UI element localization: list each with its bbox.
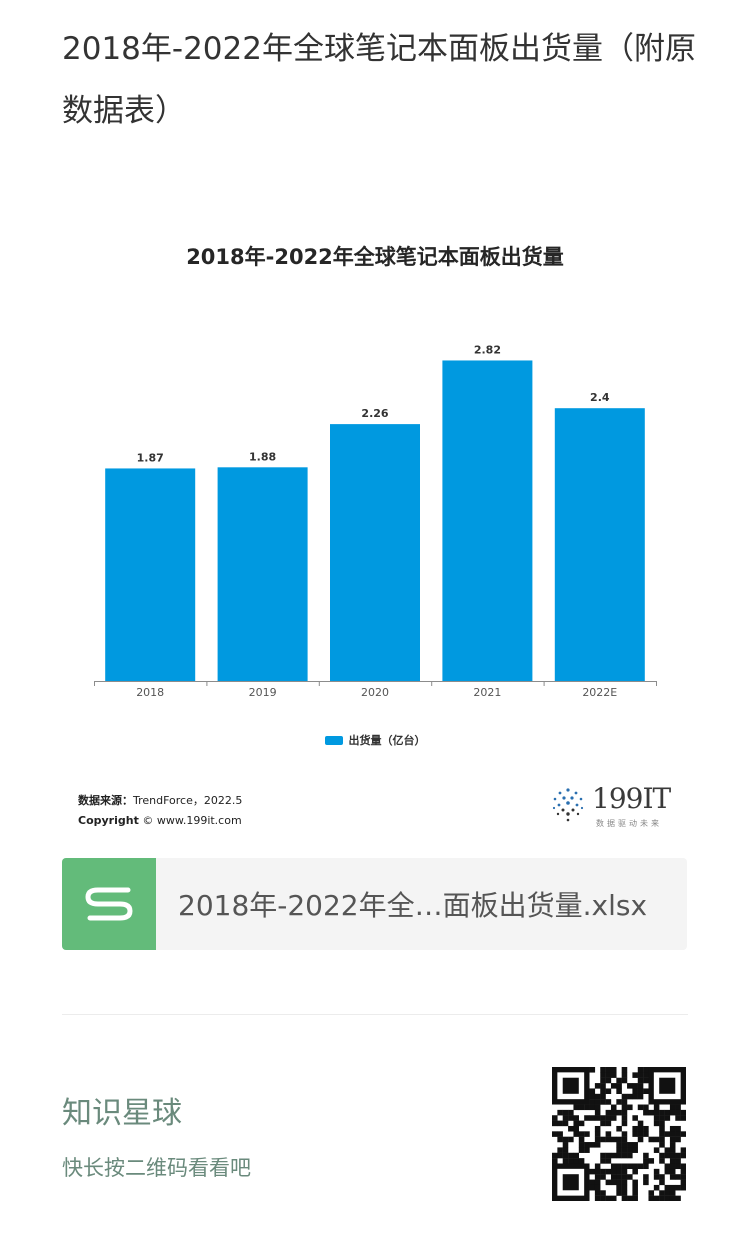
bar bbox=[554, 408, 645, 681]
spreadsheet-s-icon bbox=[62, 858, 156, 950]
bar bbox=[105, 468, 196, 681]
chart-title: 2018年-2022年全球笔记本面板出货量 bbox=[186, 245, 564, 269]
x-tick-label: 2019 bbox=[249, 686, 277, 699]
199it-logo: 199IT 数据驱动未来 bbox=[548, 782, 678, 832]
x-tick-label: 2018 bbox=[136, 686, 164, 699]
source-note: 数据来源：TrendForce，2022.5 Copyright © www.1… bbox=[78, 791, 242, 831]
source-label: 数据来源： bbox=[78, 794, 133, 807]
legend-label: 出货量（亿台） bbox=[348, 734, 426, 747]
chart-legend: 出货量（亿台） bbox=[62, 732, 688, 748]
s-letter-icon bbox=[85, 887, 133, 921]
x-tick-label: 2022E bbox=[582, 686, 617, 699]
divider bbox=[62, 1014, 688, 1015]
data-label: 2.26 bbox=[361, 407, 388, 420]
article-title: 2018年-2022年全球笔记本面板出货量（附原数据表） bbox=[62, 31, 696, 129]
x-tick-label: 2020 bbox=[361, 686, 389, 699]
x-tick-label: 2021 bbox=[473, 686, 501, 699]
legend-swatch bbox=[324, 735, 343, 745]
bar bbox=[330, 424, 420, 681]
qr-code-icon[interactable] bbox=[552, 1067, 686, 1201]
data-label: 2.4 bbox=[590, 391, 610, 404]
zsxq-subtitle: 快长按二维码看看吧 bbox=[62, 1156, 251, 1180]
bar-chart: 1.87 2018 1.88 2019 2.26 2020 2.82 2021 2.4 2022E bbox=[94, 343, 657, 699]
zsxq-title: 知识星球 bbox=[62, 1096, 182, 1131]
bar bbox=[442, 360, 533, 681]
data-label: 2.82 bbox=[474, 343, 501, 356]
source-text: TrendForce，2022.5 bbox=[133, 794, 243, 807]
logo-subtitle: 数据驱动未来 bbox=[596, 819, 662, 828]
data-label: 1.88 bbox=[249, 450, 276, 463]
bar bbox=[217, 467, 308, 681]
copyright-label: Copyright bbox=[78, 814, 139, 827]
attachment-file-name[interactable]: 2018年-2022年全…面板出货量.xlsx bbox=[178, 889, 648, 922]
chart-figure: 2018年-2022年全球笔记本面板出货量 1.87 2018 1.88 2019 2.… bbox=[62, 215, 688, 845]
data-label: 1.87 bbox=[137, 451, 164, 464]
logo-dots-icon bbox=[552, 788, 584, 822]
logo-text: 199IT bbox=[592, 782, 671, 815]
copyright-text: © www.199it.com bbox=[142, 814, 242, 827]
attachment-card[interactable]: 2018年-2022年全…面板出货量.xlsx bbox=[62, 858, 687, 950]
